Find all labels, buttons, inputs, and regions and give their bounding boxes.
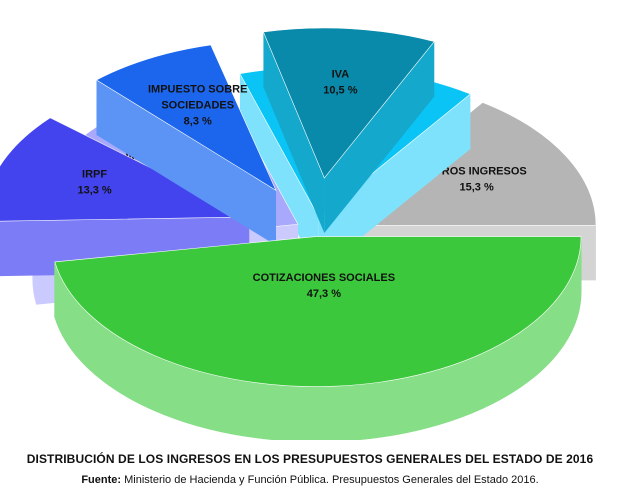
slice-irpf [0,117,250,222]
slice-cotizaciones-sociales-label: COTIZACIONES SOCIALES 47,3 % [253,272,395,300]
slice-impuesto-sociedades [95,44,277,192]
slice-impuestos-indirectos-wall-a [239,73,319,272]
slice-cotizaciones-sociales-label-line: 47,3 % [307,288,341,300]
slice-otros-ingresos-label-line: 15,3 % [460,181,494,193]
chart-title: DISTRIBUCIÓN DE LOS INGRESOS EN LOS PRES… [26,452,594,466]
slice-otros-ingresos-label: OTROS INGRESOS 15,3 % [427,165,527,193]
slice-iva-label-line: IVA [332,68,350,80]
slice-iva-label: IVA 10,5 % [323,68,357,96]
source-label: Fuente: [81,474,122,486]
slice-cotizaciones-sociales-label-line: COTIZACIONES SOCIALES [253,272,395,284]
slice-impuesto-sociedades-label: IMPUESTO SOBRE SOCIEDADES 8,3 % [148,84,247,128]
slice-impuesto-sociedades-label-line: 8,3 % [184,116,212,128]
slice-impuesto-sociedades-wall-a [96,79,276,246]
slice-irpf-label: IRPF 13,3 % [77,168,111,196]
slice-impuesto-sociedades-label-line: IMPUESTO SOBRE [148,84,247,96]
source-text: Ministerio de Hacienda y Función Pública… [121,474,539,486]
slice-impuestos-indirectos-wall-b [318,93,471,272]
slice-cotizaciones-sociales [54,236,582,387]
slice-impuesto-sociedades-label-line: SOCIEDADES [161,100,234,112]
slice-iva-label-line: 10,5 % [323,84,357,96]
slice-iva-wall-a [263,32,325,234]
slice-irpf-label-line: 13,3 % [77,184,111,196]
slice-otros-ingresos-label-line: OTROS INGRESOS [427,165,527,177]
chart-source: Fuente: Ministerio de Hacienda y Función… [0,474,620,486]
slice-irpf-label-line: IRPF [82,168,107,180]
slice-iva-wall-b [324,41,435,234]
slice-iva [263,27,435,179]
